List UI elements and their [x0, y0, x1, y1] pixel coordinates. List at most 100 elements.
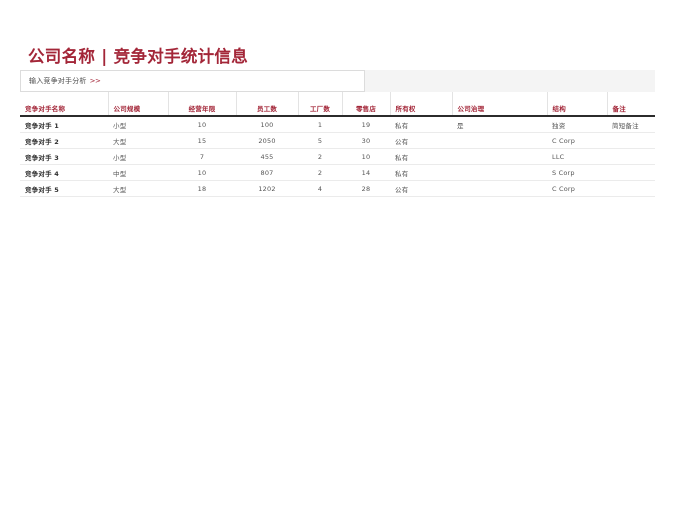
column-header-name-label: 竞争对手名称	[25, 105, 66, 113]
cell-years: 18	[168, 180, 236, 197]
cell-employees-text: 455	[260, 152, 274, 161]
cell-size: 大型	[108, 180, 168, 197]
cell-size-text: 小型	[113, 153, 127, 162]
cell-years: 10	[168, 164, 236, 181]
cell-notes-text: 简短备注	[612, 121, 639, 130]
cell-retail-text: 28	[361, 184, 371, 193]
cell-retail-text: 30	[361, 136, 371, 145]
cell-employees-text: 2050	[258, 136, 276, 145]
cell-ownership-text: 公有	[395, 137, 409, 146]
column-header-factories-label: 工厂数	[309, 105, 331, 113]
cell-factories-text: 2	[317, 152, 323, 161]
cell-name: 竞争对手 4	[20, 164, 108, 181]
cell-structure-text: C Corp	[552, 136, 576, 145]
cell-retail-text: 10	[361, 152, 371, 161]
cell-years: 10	[168, 116, 236, 133]
cell-years: 7	[168, 148, 236, 165]
table-header-row: 竞争对手名称 公司规模 经营年限 员工数 工厂数 零售店 所有权 公司治理 结构…	[20, 92, 655, 117]
cell-name: 竞争对手 5	[20, 180, 108, 197]
column-header-governance[interactable]: 公司治理	[451, 92, 547, 117]
competitor-analysis-input[interactable]: 输入竞争对手分析 >>	[20, 70, 365, 92]
column-header-ownership-label: 所有权	[395, 105, 416, 113]
cell-notes	[607, 180, 655, 197]
cell-retail: 10	[342, 148, 390, 165]
cell-structure: C Corp	[547, 132, 607, 149]
cell-name: 竞争对手 3	[20, 148, 108, 165]
cell-notes	[607, 132, 655, 149]
column-header-structure-label: 结构	[552, 105, 566, 113]
table-row[interactable]: 竞争对手 3 小型 7 455 2 10 私有 LLC	[20, 148, 655, 165]
chevron-right-double-icon: >>	[89, 77, 101, 85]
cell-retail-text: 14	[361, 168, 371, 177]
cell-factories: 2	[298, 164, 342, 181]
cell-name-text: 竞争对手 1	[25, 121, 59, 130]
column-header-years-label: 经营年限	[188, 105, 216, 113]
column-header-structure[interactable]: 结构	[546, 92, 607, 117]
table-row[interactable]: 竞争对手 5 大型 18 1202 4 28 公有 C Corp	[20, 180, 655, 197]
column-header-notes[interactable]: 备注	[606, 92, 655, 117]
cell-ownership: 私有	[390, 148, 452, 165]
cell-notes	[607, 164, 655, 181]
cell-structure: S Corp	[547, 164, 607, 181]
cell-size-text: 中型	[113, 169, 127, 178]
column-header-years[interactable]: 经营年限	[167, 92, 236, 117]
cell-size-text: 小型	[113, 121, 127, 130]
column-header-factories[interactable]: 工厂数	[297, 92, 342, 117]
cell-factories: 5	[298, 132, 342, 149]
cell-structure: 独资	[547, 116, 607, 133]
cell-factories-text: 5	[317, 136, 323, 145]
cell-size-text: 大型	[113, 137, 127, 146]
cell-employees: 455	[236, 148, 298, 165]
cell-structure-text: LLC	[552, 152, 565, 161]
cell-governance-text: 是	[457, 121, 464, 130]
cell-factories-text: 1	[317, 120, 323, 129]
competitor-stats-table: 竞争对手名称 公司规模 经营年限 员工数 工厂数 零售店 所有权 公司治理 结构…	[20, 92, 655, 197]
cell-structure: C Corp	[547, 180, 607, 197]
cell-employees-text: 100	[260, 120, 274, 129]
cell-employees: 2050	[236, 132, 298, 149]
cell-structure-text: 独资	[552, 121, 566, 130]
cell-name: 竞争对手 2	[20, 132, 108, 149]
table-row[interactable]: 竞争对手 2 大型 15 2050 5 30 公有 C Corp	[20, 132, 655, 149]
cell-years-text: 7	[199, 152, 205, 161]
page-title: 公司名称 | 竞争对手统计信息	[28, 47, 249, 66]
cell-name-text: 竞争对手 4	[25, 169, 59, 178]
column-header-notes-label: 备注	[612, 105, 626, 113]
cell-size-text: 大型	[113, 185, 127, 194]
cell-retail: 28	[342, 180, 390, 197]
cell-employees-text: 807	[260, 168, 274, 177]
cell-ownership: 公有	[390, 180, 452, 197]
cell-ownership: 私有	[390, 164, 452, 181]
column-header-size[interactable]: 公司规模	[107, 92, 168, 117]
column-header-employees-label: 员工数	[256, 105, 278, 113]
cell-name-text: 竞争对手 3	[25, 153, 59, 162]
header-band: 公司名称 | 竞争对手统计信息 输入竞争对手分析 >>	[20, 44, 655, 92]
table-row[interactable]: 竞争对手 4 中型 10 807 2 14 私有 S Corp	[20, 164, 655, 181]
table-row[interactable]: 竞争对手 1 小型 10 100 1 19 私有 是 独资 简短备注	[20, 116, 655, 133]
column-header-retail[interactable]: 零售店	[341, 92, 390, 117]
cell-governance	[452, 148, 547, 165]
column-header-employees[interactable]: 员工数	[235, 92, 298, 117]
cell-size: 中型	[108, 164, 168, 181]
cell-structure-text: C Corp	[552, 184, 576, 193]
column-header-size-label: 公司规模	[113, 105, 141, 113]
table-header: 竞争对手名称 公司规模 经营年限 员工数 工厂数 零售店 所有权 公司治理 结构…	[20, 92, 655, 117]
cell-years-text: 10	[197, 168, 207, 177]
cell-years-text: 10	[197, 120, 207, 129]
cell-factories: 4	[298, 180, 342, 197]
cell-retail: 30	[342, 132, 390, 149]
cell-employees-text: 1202	[258, 184, 276, 193]
cell-structure: LLC	[547, 148, 607, 165]
column-header-name[interactable]: 竞争对手名称	[20, 92, 108, 117]
cell-factories: 2	[298, 148, 342, 165]
cell-governance	[452, 164, 547, 181]
cell-name: 竞争对手 1	[20, 116, 108, 133]
cell-size: 小型	[108, 116, 168, 133]
cell-ownership-text: 私有	[395, 169, 409, 178]
cell-employees: 100	[236, 116, 298, 133]
cell-ownership-text: 私有	[395, 121, 409, 130]
cell-ownership-text: 私有	[395, 153, 409, 162]
cell-employees: 1202	[236, 180, 298, 197]
column-header-ownership[interactable]: 所有权	[389, 92, 452, 117]
